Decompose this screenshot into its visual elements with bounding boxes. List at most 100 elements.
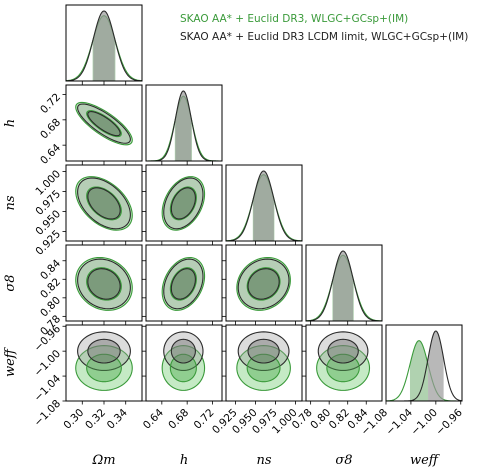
x-axis-label-h: h <box>180 453 188 468</box>
y-axis-label-weff: weff <box>3 346 18 377</box>
contour-1sigma-2 <box>87 268 121 300</box>
x-axis-label-Om: Ωm <box>91 453 115 468</box>
contour-1sigma-1 <box>169 267 197 301</box>
contour-2sigma-2 <box>317 331 369 372</box>
panel-s8-s8 <box>305 244 383 325</box>
sigma-band-1 <box>409 340 429 401</box>
x-tick-label: −1.00 <box>409 407 440 438</box>
contour-1sigma-1 <box>86 267 122 301</box>
panel-Om-ns <box>62 164 143 245</box>
panel-frame <box>305 244 383 322</box>
x-tick-label: 0.64 <box>141 406 166 431</box>
panel-content <box>306 250 382 321</box>
panel-ns-weff <box>222 324 303 405</box>
y-axis-label-s8: σ8 <box>3 274 18 291</box>
x-tick-label: 0.68 <box>166 407 191 432</box>
panel-content <box>161 176 206 231</box>
contour-2sigma-2 <box>77 103 131 144</box>
sigma-band-2 <box>333 251 354 321</box>
y-tick-label: −1.08 <box>32 398 63 429</box>
x-axis-label-ns: ns <box>256 453 271 468</box>
panel-s8-weff <box>302 324 383 405</box>
y-axis-label-h: h <box>3 119 18 127</box>
y-tick-label: 0.64 <box>38 142 63 167</box>
panel-frame <box>225 164 303 242</box>
x-tick-label: 0.30 <box>61 407 86 432</box>
y-axis-label-ns: ns <box>3 195 18 210</box>
panel-content <box>226 170 302 241</box>
contour-1sigma-1 <box>169 186 197 221</box>
contour-1sigma-2 <box>87 187 121 220</box>
x-tick-label: 0.34 <box>105 406 130 431</box>
panel-content <box>146 90 222 161</box>
panel-h-s8 <box>142 244 223 325</box>
y-tick-label: 0.68 <box>38 116 63 141</box>
panel-content <box>236 331 291 391</box>
panel-Om-h <box>62 84 143 165</box>
legend-entry-1: SKAO AA* + Euclid DR3, WLGC+GCsp+(IM) <box>180 13 408 25</box>
panel-content <box>236 256 291 311</box>
sigma-band-2 <box>93 11 115 81</box>
panel-Om-weff <box>62 324 143 405</box>
contour-2sigma-2 <box>237 331 290 372</box>
x-tick-label: −0.96 <box>434 406 465 437</box>
contour-1sigma-2 <box>247 268 280 300</box>
contour-1sigma-2 <box>87 338 121 364</box>
panel-content <box>161 331 206 391</box>
x-axis-label-weff: weff <box>410 453 441 468</box>
x-tick-label: 0.32 <box>83 407 108 432</box>
y-tick-label: 0.72 <box>38 91 63 116</box>
legend: SKAO AA* + Euclid DR3, WLGC+GCsp+(IM) SK… <box>180 13 468 43</box>
panel-frame <box>385 324 463 402</box>
panel-content <box>75 101 133 146</box>
panel-Om-s8 <box>62 244 143 325</box>
contour-1sigma-1 <box>86 110 122 138</box>
panel-frame <box>145 244 223 322</box>
x-axis-label-s8: σ8 <box>335 453 352 468</box>
panel-content <box>75 256 133 311</box>
marginal-curve-2 <box>306 250 382 321</box>
contour-2sigma-1 <box>75 256 133 311</box>
marginal-curve-2 <box>66 10 142 81</box>
y-tick-label: −1.00 <box>32 348 63 379</box>
contour-2sigma-2 <box>163 331 204 372</box>
contour-1sigma-2 <box>170 268 196 300</box>
panel-content <box>66 10 142 81</box>
panel-h-ns <box>142 164 223 245</box>
contour-2sigma-2 <box>77 177 131 230</box>
panel-frame <box>225 244 303 322</box>
contour-1sigma-2 <box>170 338 196 364</box>
y-tick-label: −1.04 <box>32 372 63 403</box>
sigma-band-2 <box>253 171 274 241</box>
panel-content <box>316 331 371 391</box>
panel-content <box>161 256 206 311</box>
panel-content <box>386 330 462 401</box>
contour-1sigma-2 <box>247 338 280 364</box>
panel-content <box>75 176 133 231</box>
marginal-curve-2 <box>226 170 302 241</box>
contour-1sigma-2 <box>87 111 121 137</box>
panel-ns-s8 <box>222 244 303 325</box>
contour-1sigma-2 <box>170 187 196 220</box>
legend-entry-2: SKAO AA* + Euclid DR3 LCDM limit, WLGC+G… <box>180 31 468 43</box>
x-tick-label: −1.04 <box>384 406 415 437</box>
contour-2sigma-1 <box>236 256 291 311</box>
panel-weff-weff <box>385 324 463 405</box>
sigma-band-2 <box>428 331 444 401</box>
contour-2sigma-2 <box>77 331 131 372</box>
panel-h-h <box>145 84 223 165</box>
panel-content <box>75 331 133 391</box>
panel-frame <box>225 324 303 402</box>
panel-Om-Om <box>65 4 143 85</box>
contour-1sigma-2 <box>327 338 359 364</box>
panel-frame <box>305 324 383 402</box>
panel-frame <box>145 324 223 402</box>
contour-2sigma-1 <box>75 101 133 146</box>
panel-ns-ns <box>225 164 303 245</box>
sigma-band-2 <box>175 91 192 161</box>
marginal-curve-2 <box>386 330 462 401</box>
panel-frame <box>145 84 223 162</box>
panel-frame <box>145 164 223 242</box>
